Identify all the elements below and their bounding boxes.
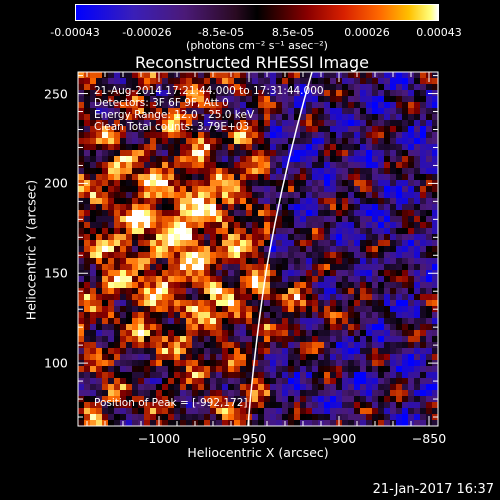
y-tick-label: 150 <box>44 265 68 281</box>
x-tick-label: −900 <box>321 431 357 446</box>
colorbar-tick-label: -0.00043 <box>50 26 100 39</box>
colorbar-tick-label: -8.5e-05 <box>197 26 245 39</box>
plot-title: Reconstructed RHESSI Image <box>135 53 369 72</box>
y-tick-label: 250 <box>44 86 68 102</box>
annotation-time: 21-Aug-2014 17:21:44.000 to 17:31:44.000 <box>94 85 324 97</box>
colorbar <box>75 4 439 21</box>
y-axis-label: Heliocentric Y (arcsec) <box>23 179 39 321</box>
annotation-detectors: Detectors: 3F 6F 9F, Att 0 <box>94 97 229 109</box>
annotation-peak-position: Position of Peak = [-992,172] <box>94 397 248 409</box>
colorbar-tick-label: 0.00026 <box>344 26 390 39</box>
x-tick-label: −950 <box>231 431 267 446</box>
x-tick-label: −1000 <box>137 431 181 446</box>
colorbar-tick-label: 0.00043 <box>416 26 462 39</box>
colorbar-units-label: (photons cm⁻² s⁻¹ asec⁻²) <box>186 39 328 52</box>
colorbar-tick-label: 8.5e-05 <box>271 26 315 39</box>
rhessi-heatmap: 21-Aug-2014 17:21:44.000 to 17:31:44.000… <box>78 72 438 426</box>
y-tick-label: 100 <box>44 355 68 371</box>
annotation-method: Clean Total counts: 3.79E+03 <box>94 121 250 133</box>
y-tick-label: 200 <box>44 175 68 191</box>
annotation-energy: Energy Range: 12.0 - 25.0 keV <box>94 109 255 121</box>
x-axis-label: Heliocentric X (arcsec) <box>187 445 329 460</box>
date-stamp: 21-Jan-2017 16:37 <box>372 482 494 497</box>
colorbar-tick-label: -0.00026 <box>122 26 172 39</box>
x-tick-label: −850 <box>411 431 447 446</box>
